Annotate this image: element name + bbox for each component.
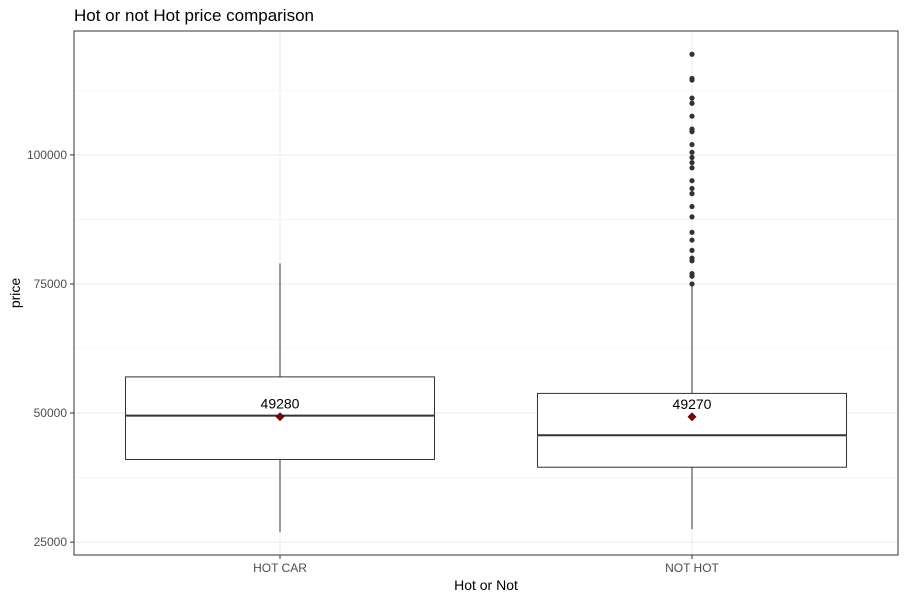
x-axis-title: Hot or Not	[454, 577, 518, 593]
outlier-point	[689, 126, 695, 132]
outlier-point	[689, 203, 695, 210]
outlier-point	[689, 255, 695, 261]
outlier-point	[689, 154, 695, 161]
boxes: 49280 49270	[125, 51, 847, 532]
outlier-point	[689, 149, 695, 155]
outlier-point	[689, 237, 695, 243]
outlier-point	[689, 229, 695, 235]
box-hot-car: 49280	[125, 263, 435, 532]
grid-lines	[74, 31, 898, 555]
outlier-point	[689, 165, 695, 171]
outlier-point	[689, 51, 695, 57]
x-axis-ticks: HOT CAR NOT HOT	[253, 555, 720, 575]
outlier-point	[689, 100, 695, 106]
mean-label: 49280	[261, 396, 300, 412]
outlier-point	[689, 281, 695, 287]
outlier-point	[689, 185, 695, 192]
box-not-hot: 49270	[537, 51, 847, 530]
outlier-point	[689, 75, 695, 82]
y-tick-label: 100000	[27, 148, 67, 162]
outlier-point	[689, 141, 695, 148]
outlier-point	[689, 178, 695, 184]
mean-marker	[275, 412, 285, 422]
outlier-point	[689, 247, 695, 254]
chart-title: Hot or not Hot price comparison	[74, 6, 314, 25]
outlier-point	[689, 113, 695, 119]
x-tick-label: HOT CAR	[253, 561, 307, 575]
interquartile-box	[537, 392, 847, 468]
outlier-point	[689, 95, 695, 101]
outlier-point	[689, 271, 695, 277]
panel-border	[73, 30, 899, 556]
mean-marker	[687, 412, 697, 422]
y-axis-ticks: 25000 50000 75000 100000	[27, 148, 74, 549]
y-axis-title: price	[7, 278, 23, 309]
mean-label: 49270	[673, 396, 712, 412]
outlier-point	[689, 214, 695, 220]
y-tick-label: 75000	[34, 277, 68, 291]
outlier-point	[689, 191, 695, 197]
outlier-point	[689, 160, 695, 166]
x-tick-label: NOT HOT	[665, 561, 719, 575]
y-tick-label: 25000	[34, 535, 68, 549]
y-tick-label: 50000	[34, 406, 68, 420]
